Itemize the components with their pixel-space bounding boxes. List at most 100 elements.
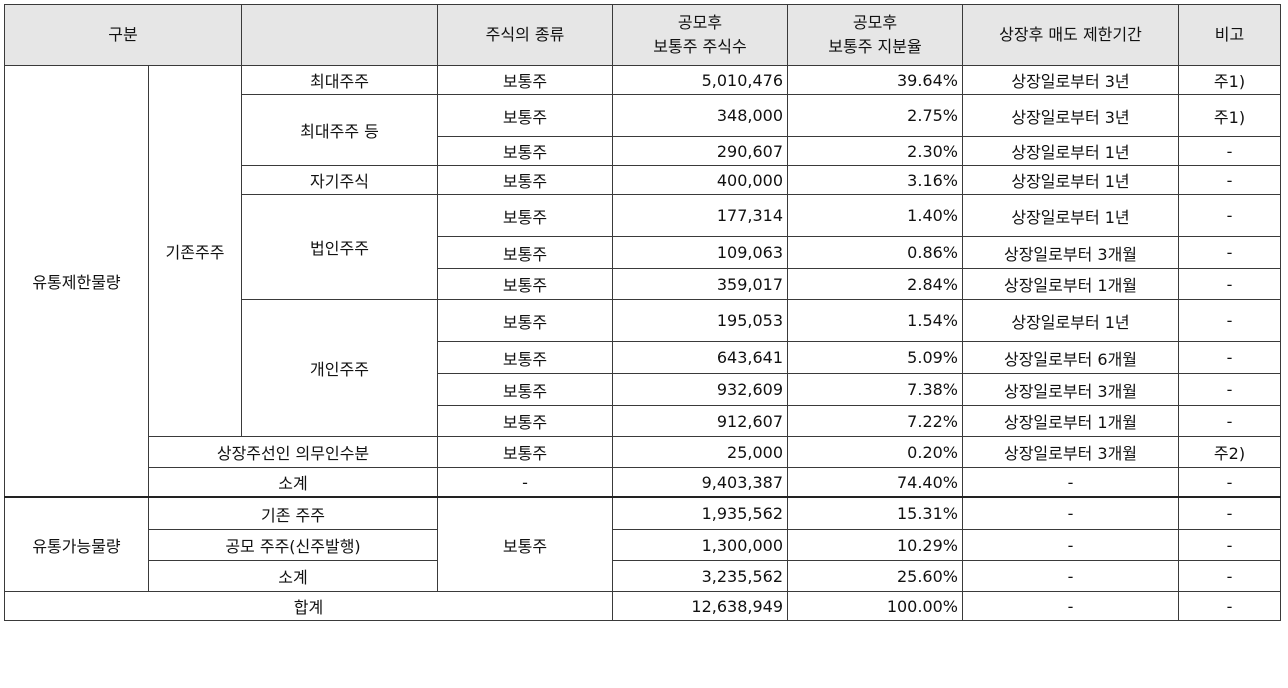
share-type-cell: 보통주 [437,299,613,342]
lockup-cell: 상장일로부터 3개월 [962,436,1179,468]
share-type-cell: 보통주 [437,496,613,592]
share-type-cell: 보통주 [437,436,613,468]
shares-cell: 1,300,000 [612,529,788,561]
share-type-cell: - [437,467,613,498]
note-cell: - [1178,341,1281,374]
lockup-cell: 상장일로부터 1개월 [962,405,1179,437]
header-ratio-line1: 공모후 [852,13,898,32]
ratio-cell: 7.22% [787,405,963,437]
note-cell: - [1178,560,1281,592]
table-row: 소계 3,235,562 25.60% - - [5,560,1281,592]
header-shares-line2: 보통주 주식수 [653,37,747,56]
shares-cell: 643,641 [612,341,788,374]
ratio-cell: 0.86% [787,236,963,269]
header-lockup: 상장후 매도 제한기간 [962,4,1179,66]
shares-cell: 9,403,387 [612,467,788,498]
shares-cell: 932,609 [612,373,788,406]
note-cell: - [1178,496,1281,530]
shares-cell: 348,000 [612,94,788,137]
table-row: 소계 - 9,403,387 74.40% - - [5,467,1281,498]
ratio-cell: 2.84% [787,268,963,300]
note-cell: - [1178,405,1281,437]
shares-cell: 195,053 [612,299,788,342]
ratio-cell: 5.09% [787,341,963,374]
lockup-cell: 상장일로부터 1개월 [962,268,1179,300]
lockup-cell: - [962,467,1179,498]
shares-cell: 3,235,562 [612,560,788,592]
ratio-cell: 3.16% [787,165,963,195]
lockup-cell: 상장일로부터 1년 [962,136,1179,166]
header-blank [241,4,438,66]
row-label: 최대주주 등 [241,94,438,166]
table-row: 유통가능물량 기존 주주 보통주 1,935,562 15.31% - - [4,496,1281,592]
shares-cell: 359,017 [612,268,788,300]
table-row: 법인주주 보통주 177,314 1.40% 상장일로부터 1년 - [5,194,1281,300]
row-label: 법인주주 [241,194,438,300]
note-cell: - [1178,136,1281,166]
lockup-cell: - [962,591,1179,621]
ratio-cell: 2.75% [787,94,963,137]
table-row: 보통주 932,609 7.38% 상장일로부터 3개월 - [5,373,1281,406]
note-cell: - [1178,591,1281,621]
shares-cell: 109,063 [612,236,788,269]
lockup-cell: - [962,560,1179,592]
note-cell: - [1178,165,1281,195]
share-type-cell: 보통주 [437,65,613,95]
table-row: 공모 주주(신주발행) 1,300,000 10.29% - - [5,529,1281,561]
lockup-cell: 상장일로부터 1년 [962,165,1179,195]
row-label: 최대주주 [241,65,438,95]
ratio-cell: 1.40% [787,194,963,237]
subtotal-label: 소계 [148,560,438,592]
total-row: 합계 12,638,949 100.00% - - [4,591,1281,621]
group-restricted: 유통제한물량 [4,65,149,498]
group-existing: 기존주주 [148,65,242,437]
header-note: 비고 [1178,4,1281,66]
note-cell: - [1178,373,1281,406]
shares-cell: 912,607 [612,405,788,437]
note-cell: - [1178,299,1281,342]
note-cell: - [1178,236,1281,269]
share-type-cell: 보통주 [437,405,613,437]
lockup-cell: 상장일로부터 3년 [962,94,1179,137]
table-row: 개인주주 보통주 195,053 1.54% 상장일로부터 1년 - [5,299,1281,437]
table-row: 보통주 643,641 5.09% 상장일로부터 6개월 - [5,341,1281,374]
group-tradable: 유통가능물량 [4,496,149,592]
row-label: 공모 주주(신주발행) [148,529,438,561]
table-row: 보통주 359,017 2.84% 상장일로부터 1개월 - [5,268,1281,300]
lockup-cell: 상장일로부터 6개월 [962,341,1179,374]
lockup-cell: 상장일로부터 3개월 [962,236,1179,269]
shares-cell: 5,010,476 [612,65,788,95]
share-type-cell: 보통주 [437,268,613,300]
share-type-cell: 보통주 [437,236,613,269]
note-cell: 주1) [1178,65,1281,95]
share-type-cell: 보통주 [437,165,613,195]
note-cell: 주1) [1178,94,1281,137]
total-label: 합계 [4,591,613,621]
row-label: 개인주주 [241,299,438,437]
lockup-cell: - [962,496,1179,530]
table-row: 보통주 290,607 2.30% 상장일로부터 1년 - [5,136,1281,166]
header-shares-line1: 공모후 [677,13,723,32]
table-row: 최대주주 등 보통주 348,000 2.75% 상장일로부터 3년 주1) [5,94,1281,166]
ratio-cell: 74.40% [787,467,963,498]
ratio-cell: 2.30% [787,136,963,166]
row-label: 상장주선인 의무인수분 [148,436,438,468]
lockup-cell: 상장일로부터 1년 [962,299,1179,342]
lockup-cell: 상장일로부터 3년 [962,65,1179,95]
lockup-cell: 상장일로부터 3개월 [962,373,1179,406]
shares-cell: 177,314 [612,194,788,237]
header-share-type: 주식의 종류 [437,4,613,66]
subtotal-label: 소계 [148,467,438,498]
share-type-cell: 보통주 [437,194,613,237]
shares-cell: 400,000 [612,165,788,195]
header-ratio-line2: 보통주 지분율 [828,37,922,56]
shares-cell: 1,935,562 [612,496,788,530]
ratio-cell: 100.00% [787,591,963,621]
note-cell: 주2) [1178,436,1281,468]
row-label: 자기주식 [241,165,438,195]
ratio-cell: 0.20% [787,436,963,468]
lockup-cell: - [962,529,1179,561]
ratio-cell: 10.29% [787,529,963,561]
